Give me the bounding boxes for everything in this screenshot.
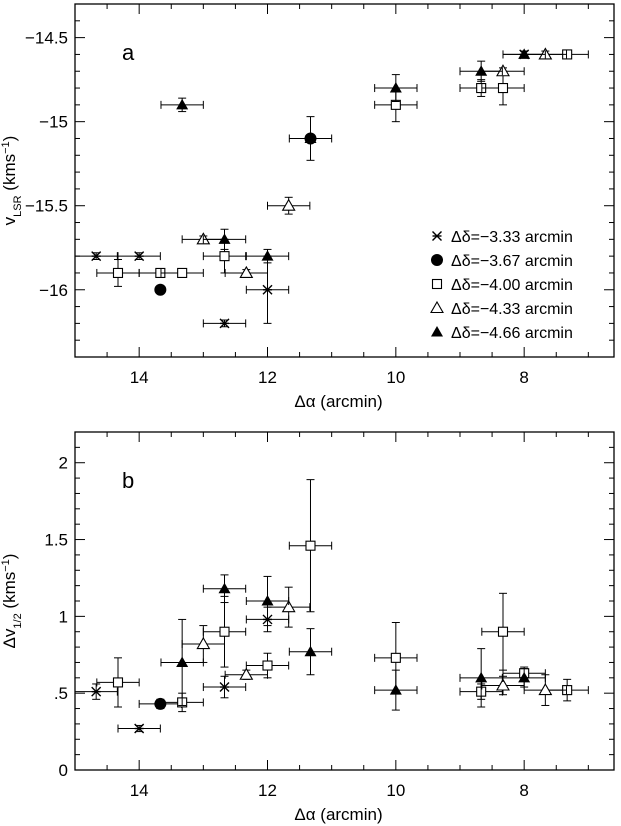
data-point [239,667,254,680]
y-axis-label: vLSR (kms−1) [0,136,24,226]
data-point [262,660,273,671]
data-point [390,652,401,663]
x-tick-label: 14 [130,781,149,800]
x-tick-label: 12 [258,368,277,387]
data-point [196,636,211,650]
data-point [176,656,189,667]
data-point [154,697,167,710]
x-axis-label: Δα (arcmin) [294,805,382,824]
y-axis-label: Δv1/2 (kms−1) [0,554,24,649]
series-3 [96,479,589,713]
data-point [239,265,254,279]
data-point [112,677,124,688]
data-point [176,98,189,110]
legend-marker [430,300,444,314]
series-5 [160,48,546,264]
x-tick-label: 8 [519,781,528,800]
panel-letter: b [122,468,134,493]
data-point [518,48,531,59]
x-tick-label: 12 [258,781,277,800]
data-point [475,65,488,76]
x-axis-label: Δα (arcmin) [294,392,382,411]
data-point [218,582,231,594]
data-point [304,645,317,657]
plot-frame [74,3,615,358]
data-point [112,267,124,279]
y-tick-label: .5 [54,684,68,703]
y-tick-label: 0 [59,761,68,780]
data-point [496,678,510,691]
y-tick-label: 1 [59,607,68,626]
legend-label: Δδ=−4.66 arcmin [451,325,573,342]
data-point [496,64,510,77]
y-tick-label: −16 [39,281,68,300]
data-point [305,540,316,551]
data-point [218,233,231,244]
data-point [219,626,230,637]
legend-label: Δδ=−4.00 arcmin [451,277,573,294]
data-point [538,683,553,696]
legend-label: Δδ=−4.33 arcmin [451,301,573,318]
panel-letter: a [122,40,135,65]
legend-marker [431,254,443,266]
data-point [518,671,531,683]
data-point [281,600,296,613]
panel-a: 14 12 10 8 −16 −15.5 −15 −14.5 Δα (arcmin) vLSR (… [0,3,615,411]
series-5 [160,574,546,711]
y-tick-label: −15 [39,113,68,132]
data-point [497,626,509,637]
data-point [475,671,488,683]
legend-marker [431,278,443,290]
legend-marker [431,326,443,337]
legend-label: Δδ=−3.33 arcmin [451,229,573,246]
y-tick-label: 1.5 [44,531,68,550]
data-point [177,267,188,279]
y-tick-label: 2 [59,454,68,473]
data-point [261,595,274,606]
data-point [497,82,509,94]
data-point [389,684,402,695]
plot-frame [74,431,615,771]
legend-label: Δδ=−3.67 arcmin [451,253,573,270]
data-point [281,198,296,211]
data-point [389,82,402,93]
data-point [261,250,274,261]
data-point [304,132,317,143]
series-2 [138,697,183,710]
x-tick-label: 14 [130,368,149,387]
data-point [219,251,230,262]
x-tick-label: 10 [386,781,405,800]
panel-b: 14 12 10 8 0 .5 1 1.5 2 Δα (arcmin) Δv1/2 (kms−1) b [0,431,615,824]
series-4 [181,586,568,706]
y-tick-label: −14.5 [25,29,68,48]
data-point [154,283,167,296]
x-tick-label: 8 [519,368,528,387]
series-3 [96,49,589,287]
x-tick-label: 10 [386,368,405,387]
y-tick-label: −15.5 [25,197,68,216]
legend: Δδ=−3.33 arcmin Δδ=−3.67 arcmin Δδ=−4.00 a… [430,229,573,342]
